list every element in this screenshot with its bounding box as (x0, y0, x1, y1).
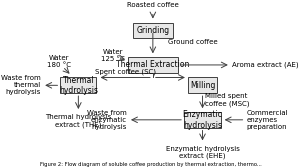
Text: Thermal Extraction: Thermal Extraction (116, 60, 190, 69)
Text: Ground coffee: Ground coffee (167, 39, 217, 45)
Text: Roasted coffee: Roasted coffee (127, 3, 179, 9)
Text: Grinding: Grinding (136, 26, 170, 35)
Text: Aroma extract (AE): Aroma extract (AE) (232, 62, 298, 68)
FancyBboxPatch shape (132, 23, 173, 38)
Text: Water
125 °C: Water 125 °C (101, 49, 125, 62)
Text: Enzymatic hydrolysis
extract (EHE): Enzymatic hydrolysis extract (EHE) (166, 146, 239, 159)
Text: Commercial
enzymes
preparation: Commercial enzymes preparation (247, 110, 288, 130)
FancyBboxPatch shape (184, 112, 221, 128)
Text: Enzymatic
hydrolysis: Enzymatic hydrolysis (183, 110, 222, 130)
Text: Milling: Milling (190, 81, 215, 90)
FancyBboxPatch shape (188, 77, 217, 93)
Text: Waste from
enzymatic
hydrolysis: Waste from enzymatic hydrolysis (87, 110, 127, 130)
Text: Water
180 °C: Water 180 °C (47, 55, 71, 68)
Text: Figure 2: Flow diagram of soluble coffee production by thermal extraction, therm: Figure 2: Flow diagram of soluble coffee… (40, 162, 262, 167)
Text: Milled spent
coffee (MSC): Milled spent coffee (MSC) (205, 93, 249, 107)
FancyBboxPatch shape (60, 77, 96, 93)
Text: Thermal
hydrolysis: Thermal hydrolysis (59, 76, 98, 95)
Text: Waste from
thermal
hydrolysis: Waste from thermal hydrolysis (1, 75, 41, 95)
FancyBboxPatch shape (128, 57, 178, 73)
Text: Thermal hydrolysis
extract (THE): Thermal hydrolysis extract (THE) (45, 114, 112, 128)
Text: Spent coffee (SC): Spent coffee (SC) (95, 69, 156, 75)
